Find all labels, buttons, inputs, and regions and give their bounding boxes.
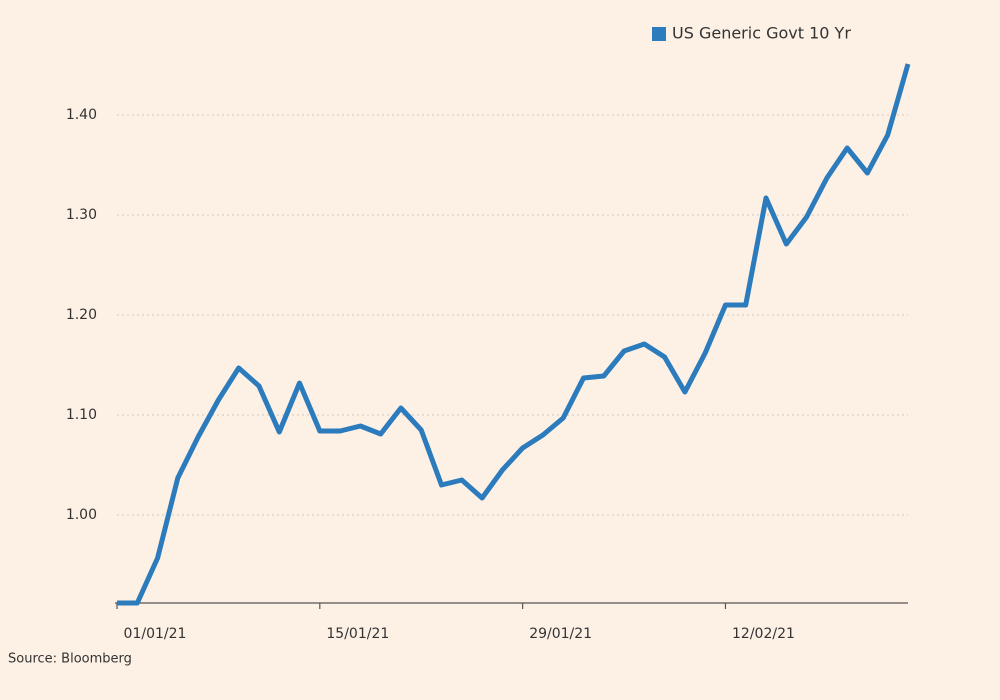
y-tick-label: 1.00 — [66, 507, 97, 523]
legend-label: US Generic Govt 10 Yr — [672, 24, 851, 43]
y-tick-label: 1.40 — [66, 107, 97, 123]
x-tick-label: 12/02/21 — [732, 626, 795, 642]
legend-swatch — [652, 27, 666, 41]
y-tick-label: 1.30 — [66, 207, 97, 223]
source-note: Source: Bloomberg — [8, 652, 132, 667]
y-tick-label: 1.20 — [66, 307, 97, 323]
x-tick-label: 29/01/21 — [529, 626, 592, 642]
y-tick-label: 1.10 — [66, 407, 97, 423]
x-tick-label: 15/01/21 — [326, 626, 389, 642]
line-series — [117, 63, 911, 606]
x-tick-label: 01/01/21 — [124, 626, 187, 642]
